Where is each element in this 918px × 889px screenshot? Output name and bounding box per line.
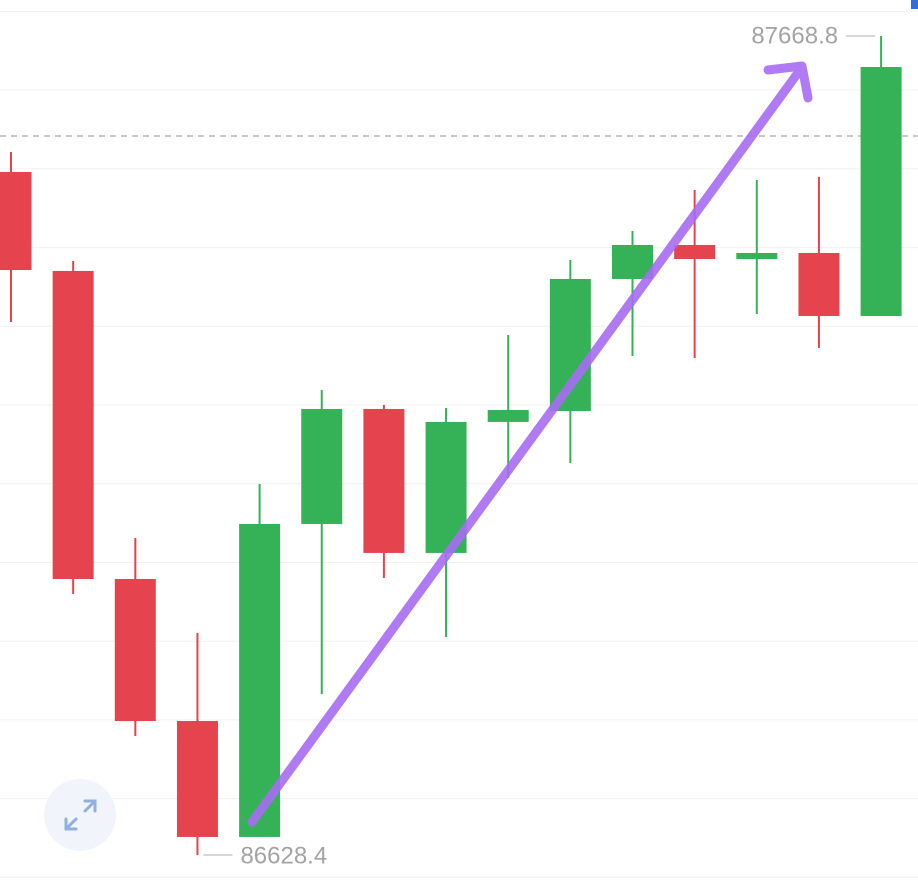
- candle-body: [52, 270, 94, 579]
- candle-body: [487, 409, 529, 422]
- corner-marker: [911, 0, 918, 9]
- candle-body: [612, 244, 653, 279]
- candles: [0, 35, 902, 855]
- candle-body: [674, 244, 716, 259]
- candle-body: [176, 721, 218, 837]
- low-label: 86628.4: [240, 842, 327, 869]
- candle-body: [301, 408, 343, 524]
- trend-arrow: [247, 61, 813, 827]
- candle-body: [114, 578, 156, 722]
- high-label: 87668.8: [751, 22, 838, 49]
- expand-button[interactable]: [44, 779, 116, 851]
- candle-body: [736, 253, 778, 259]
- candle-body: [798, 253, 840, 316]
- candle-body: [0, 172, 32, 271]
- candle-body: [363, 408, 405, 553]
- candle-body: [239, 523, 281, 837]
- candle-body: [860, 66, 902, 316]
- labels: 87668.8 86628.4: [203, 22, 876, 869]
